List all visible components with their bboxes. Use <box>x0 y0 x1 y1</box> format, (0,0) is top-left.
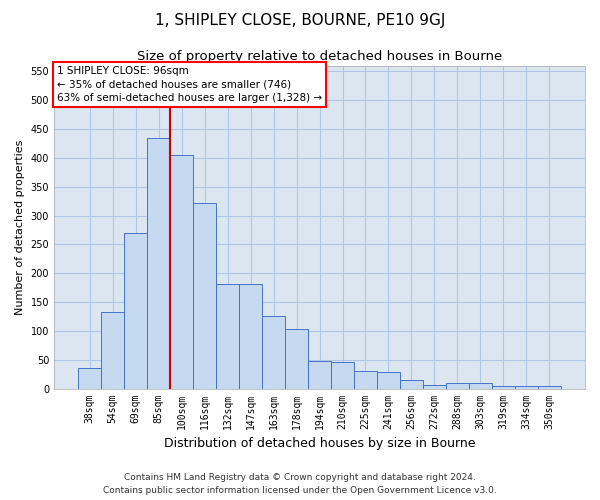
Bar <box>170 155 193 388</box>
Title: Size of property relative to detached houses in Bourne: Size of property relative to detached ho… <box>137 50 502 63</box>
Bar <box>354 372 377 388</box>
Bar <box>101 312 124 388</box>
Bar <box>308 362 331 388</box>
Bar <box>538 386 561 388</box>
Bar <box>78 368 101 388</box>
X-axis label: Distribution of detached houses by size in Bourne: Distribution of detached houses by size … <box>164 437 475 450</box>
Bar <box>147 138 170 388</box>
Text: 1 SHIPLEY CLOSE: 96sqm
← 35% of detached houses are smaller (746)
63% of semi-de: 1 SHIPLEY CLOSE: 96sqm ← 35% of detached… <box>56 66 322 102</box>
Bar <box>423 384 446 388</box>
Bar <box>193 203 216 388</box>
Bar <box>469 383 492 388</box>
Bar <box>446 383 469 388</box>
Bar <box>285 329 308 388</box>
Bar <box>124 233 147 388</box>
Bar <box>239 284 262 389</box>
Text: 1, SHIPLEY CLOSE, BOURNE, PE10 9GJ: 1, SHIPLEY CLOSE, BOURNE, PE10 9GJ <box>155 12 445 28</box>
Bar <box>262 316 285 388</box>
Y-axis label: Number of detached properties: Number of detached properties <box>15 140 25 314</box>
Bar <box>216 284 239 389</box>
Bar <box>400 380 423 388</box>
Bar <box>515 386 538 388</box>
Bar <box>331 362 354 388</box>
Text: Contains HM Land Registry data © Crown copyright and database right 2024.
Contai: Contains HM Land Registry data © Crown c… <box>103 474 497 495</box>
Bar <box>492 386 515 388</box>
Bar <box>377 372 400 388</box>
